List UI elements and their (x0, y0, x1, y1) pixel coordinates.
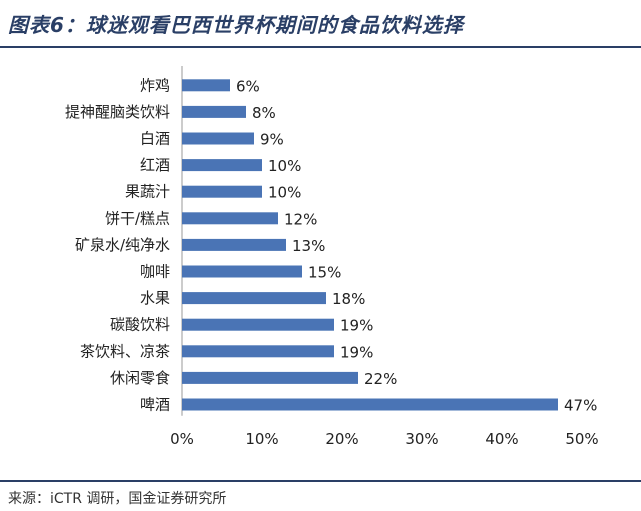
category-label: 果蔬汁 (125, 183, 170, 201)
bar (182, 371, 358, 384)
title-bar: 图表6：球迷观看巴西世界杯期间的食品饮料选择 (0, 0, 641, 48)
bar (182, 105, 246, 118)
x-tick-label: 30% (405, 430, 438, 448)
data-label: 18% (332, 290, 365, 308)
category-label: 提神醒脑类饮料 (65, 103, 170, 121)
category-label: 白酒 (140, 130, 170, 148)
bar (182, 265, 302, 278)
x-tick-label: 0% (170, 430, 194, 448)
x-tick-label: 50% (565, 430, 598, 448)
bar (182, 318, 334, 331)
bar (182, 345, 334, 358)
bar (182, 238, 286, 251)
bar (182, 79, 230, 92)
data-label: 9% (260, 131, 284, 149)
chart-title: 图表6：球迷观看巴西世界杯期间的食品饮料选择 (8, 13, 464, 37)
bar-chart: 炸鸡 6% 提神醒脑类饮料 8% 白酒 9% 红酒 10% 果蔬汁 10% 饼干/糕点 12% 矿泉水/… (65, 66, 599, 448)
category-label: 休闲零食 (110, 369, 170, 387)
category-label: 咖啡 (140, 263, 170, 281)
data-label: 15% (308, 264, 341, 282)
data-label: 8% (252, 104, 276, 122)
bar (182, 212, 278, 225)
category-label: 碳酸饮料 (110, 316, 170, 334)
bar (182, 292, 326, 305)
bar (182, 185, 262, 198)
x-tick-label: 20% (325, 430, 358, 448)
data-label: 6% (236, 77, 260, 95)
category-label: 茶饮料、凉茶 (80, 342, 170, 360)
category-label: 矿泉水/纯净水 (75, 236, 170, 254)
data-label: 13% (292, 237, 325, 255)
category-label: 饼干/糕点 (105, 209, 170, 227)
category-label: 水果 (140, 289, 170, 307)
data-label: 19% (340, 343, 373, 361)
category-label: 啤酒 (140, 396, 170, 414)
bar (182, 398, 558, 411)
bar (182, 132, 254, 145)
chart-area: 炸鸡 6% 提神醒脑类饮料 8% 白酒 9% 红酒 10% 果蔬汁 10% 饼干/糕点 12% 矿泉水/… (0, 48, 641, 480)
source-note: 来源：iCTR 调研，国金证券研究所 (8, 491, 227, 507)
data-label: 22% (364, 370, 397, 388)
category-label: 红酒 (140, 156, 170, 174)
data-label: 47% (564, 397, 597, 415)
x-tick-label: 40% (485, 430, 518, 448)
data-label: 10% (268, 184, 301, 202)
data-label: 12% (284, 210, 317, 228)
category-label: 炸鸡 (140, 76, 170, 94)
x-tick-label: 10% (245, 430, 278, 448)
footer-bar: 来源：iCTR 调研，国金证券研究所 (0, 480, 641, 511)
data-label: 19% (340, 317, 373, 335)
bar (182, 159, 262, 172)
data-label: 10% (268, 157, 301, 175)
